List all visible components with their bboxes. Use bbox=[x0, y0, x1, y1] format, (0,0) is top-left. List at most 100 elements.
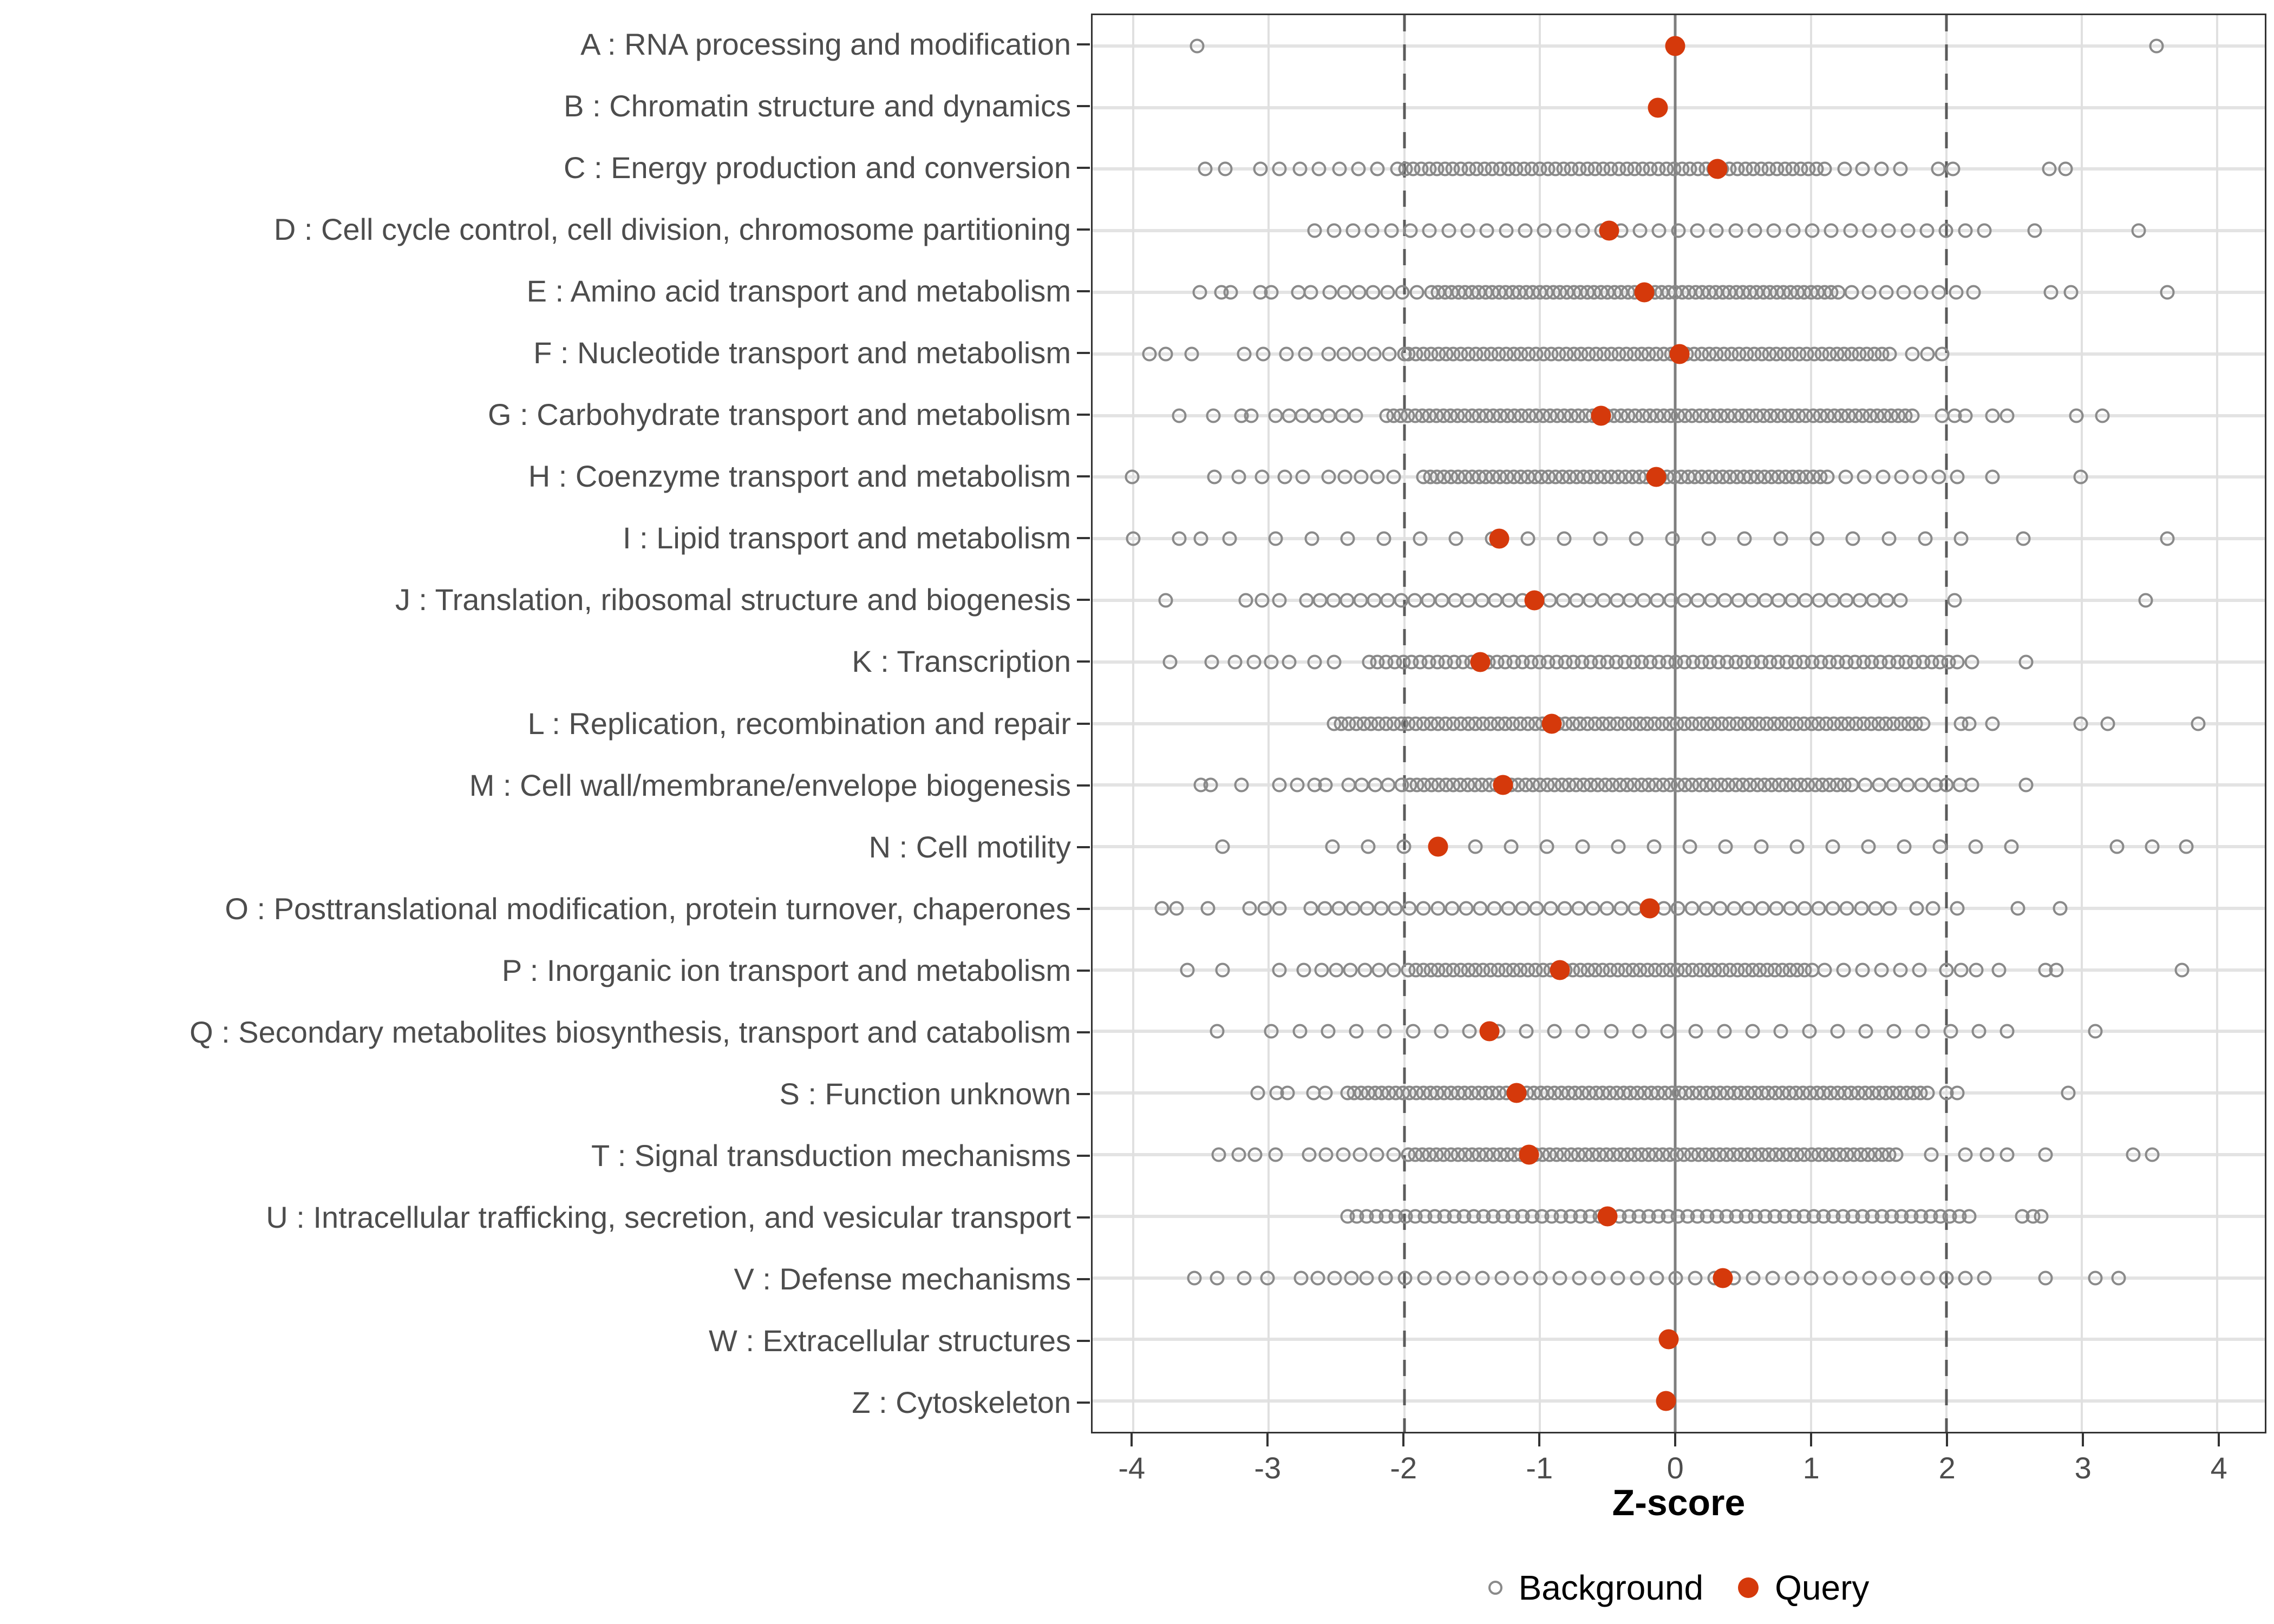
background-point bbox=[1842, 1271, 1858, 1286]
background-point bbox=[1773, 1024, 1788, 1039]
gridline-horizontal bbox=[1093, 845, 2265, 849]
y-axis-tick bbox=[1077, 290, 1090, 293]
background-point bbox=[1367, 593, 1382, 608]
y-axis-tick bbox=[1077, 1339, 1090, 1342]
background-point bbox=[1295, 469, 1310, 484]
background-point bbox=[1327, 223, 1342, 238]
background-point bbox=[1894, 469, 1909, 484]
background-point bbox=[1341, 777, 1356, 793]
background-point bbox=[1327, 1271, 1342, 1286]
y-axis-category-label: A : RNA processing and modification bbox=[580, 27, 1071, 62]
background-point bbox=[1461, 593, 1476, 608]
y-axis-category-label: L : Replication, recombination and repai… bbox=[527, 706, 1071, 741]
background-point bbox=[1798, 593, 1813, 608]
query-point bbox=[1550, 960, 1570, 980]
query-point bbox=[1524, 590, 1545, 611]
query-point bbox=[1648, 97, 1668, 118]
gridline-horizontal bbox=[1093, 106, 2265, 109]
background-point bbox=[1303, 901, 1318, 916]
background-point bbox=[1701, 531, 1716, 546]
background-point bbox=[1318, 777, 1333, 793]
background-point bbox=[1293, 1271, 1309, 1286]
background-point bbox=[1920, 346, 1935, 362]
background-point bbox=[1817, 962, 1832, 978]
background-point bbox=[2043, 285, 2059, 300]
background-point bbox=[1688, 1271, 1703, 1286]
background-point bbox=[1344, 1271, 1359, 1286]
background-point bbox=[1290, 777, 1305, 793]
background-point bbox=[1317, 901, 1332, 916]
background-point bbox=[1754, 839, 1769, 854]
background-point bbox=[1547, 1024, 1562, 1039]
gridline-horizontal bbox=[1093, 1030, 2265, 1033]
background-point bbox=[1499, 223, 1514, 238]
background-point bbox=[1905, 346, 1920, 362]
y-axis-tick bbox=[1077, 105, 1090, 108]
y-axis-tick bbox=[1077, 475, 1090, 478]
background-point bbox=[1874, 161, 1889, 176]
background-point bbox=[1854, 901, 1869, 916]
background-point bbox=[2034, 1209, 2049, 1224]
background-point bbox=[1125, 469, 1140, 484]
background-point bbox=[1237, 1271, 1252, 1286]
background-point bbox=[1802, 1024, 1817, 1039]
x-axis-tick bbox=[1946, 1433, 1949, 1446]
background-point bbox=[1264, 1024, 1279, 1039]
background-point bbox=[1312, 593, 1328, 608]
background-point bbox=[1430, 901, 1446, 916]
x-axis-tick-label: 2 bbox=[1938, 1451, 1956, 1485]
background-point bbox=[1272, 161, 1287, 176]
background-point bbox=[1575, 223, 1590, 238]
background-point bbox=[1455, 1271, 1471, 1286]
y-axis-category-label: M : Cell wall/membrane/envelope biogenes… bbox=[469, 768, 1071, 802]
y-axis-tick bbox=[1077, 228, 1090, 231]
background-point bbox=[1950, 901, 1965, 916]
background-point bbox=[1302, 1147, 1317, 1162]
gridline-vertical bbox=[2216, 15, 2219, 1432]
background-point bbox=[1468, 839, 1483, 854]
background-point bbox=[1920, 1271, 1935, 1286]
background-point bbox=[2088, 1271, 2103, 1286]
background-point bbox=[1931, 285, 1946, 300]
y-axis-tick bbox=[1077, 907, 1090, 910]
background-point bbox=[1192, 285, 1207, 300]
background-point bbox=[1909, 901, 1924, 916]
background-point bbox=[1896, 285, 1911, 300]
y-axis-tick bbox=[1077, 1278, 1090, 1280]
background-point bbox=[1879, 285, 1894, 300]
background-point bbox=[1172, 408, 1187, 423]
background-point bbox=[1682, 839, 1697, 854]
background-point bbox=[1999, 1147, 2015, 1162]
background-point bbox=[1881, 223, 1896, 238]
background-point bbox=[1928, 777, 1943, 793]
background-point bbox=[1557, 531, 1572, 546]
background-point bbox=[1223, 285, 1238, 300]
background-point bbox=[1298, 346, 1313, 362]
background-point bbox=[1786, 223, 1801, 238]
background-point bbox=[1403, 223, 1418, 238]
background-point bbox=[1374, 901, 1389, 916]
background-point bbox=[1475, 1271, 1490, 1286]
y-axis-tick bbox=[1077, 660, 1090, 663]
background-point bbox=[1250, 1085, 1265, 1101]
background-point bbox=[1473, 901, 1488, 916]
query-point bbox=[1665, 36, 1685, 56]
background-point bbox=[1785, 593, 1800, 608]
reference-line-dashed bbox=[1945, 15, 1948, 1432]
background-point bbox=[1766, 223, 1781, 238]
background-point bbox=[1971, 1024, 1987, 1039]
background-point bbox=[1964, 654, 1979, 670]
background-point bbox=[1857, 469, 1872, 484]
y-axis-category-label: H : Coenzyme transport and metabolism bbox=[528, 459, 1071, 494]
background-point bbox=[1244, 408, 1259, 423]
background-point bbox=[1321, 469, 1336, 484]
y-axis-category-label: S : Function unknown bbox=[779, 1076, 1071, 1111]
background-point bbox=[1953, 531, 1969, 546]
background-point bbox=[1354, 777, 1369, 793]
background-point bbox=[1349, 1024, 1364, 1039]
background-point bbox=[1905, 408, 1920, 423]
background-point bbox=[1416, 901, 1431, 916]
background-point bbox=[1280, 1085, 1295, 1101]
background-point bbox=[1741, 901, 1756, 916]
y-axis-tick bbox=[1077, 722, 1090, 725]
